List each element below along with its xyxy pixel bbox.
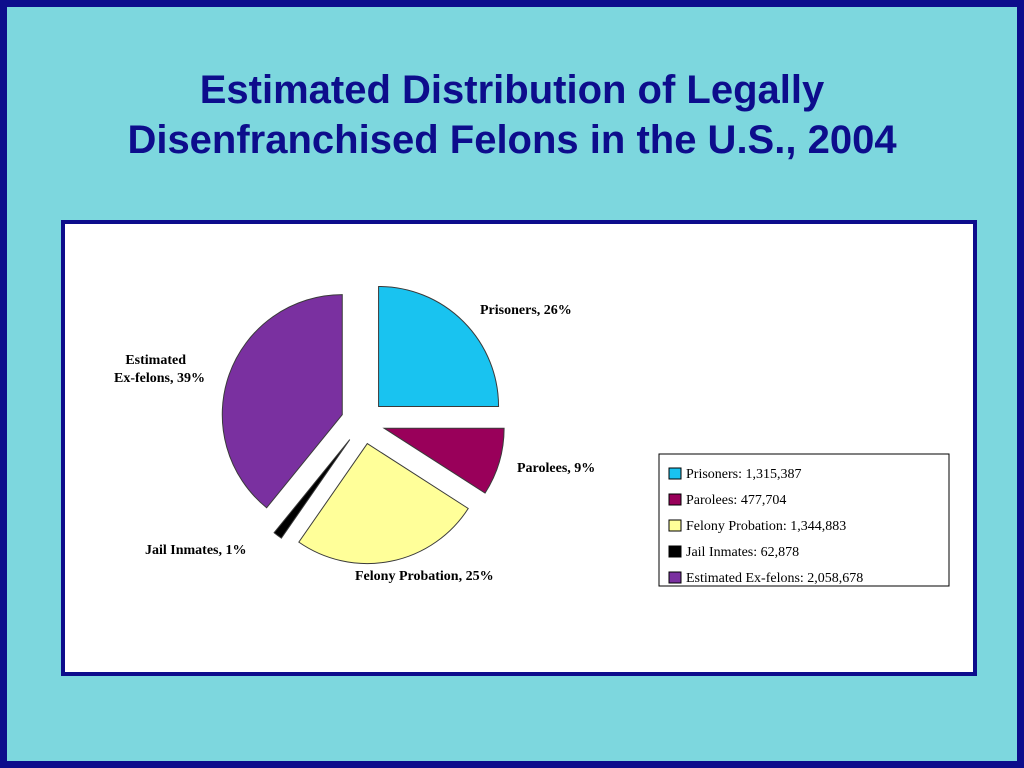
title-line-1: Estimated Distribution of Legally <box>199 68 825 112</box>
slide-title: Estimated Distribution of Legally Disenf… <box>37 65 987 165</box>
legend-swatch-ex-felons <box>668 571 682 584</box>
legend-swatch-parolees <box>668 493 682 506</box>
legend-swatch-felony-probation <box>668 519 682 532</box>
legend-entry-prisoners: Prisoners: 1,315,387 <box>686 467 802 482</box>
chart-frame: Prisoners, 26% Parolees, 9% Felony Probati… <box>61 220 977 676</box>
legend-swatch-prisoners <box>668 467 682 480</box>
pie-slice-ex-felons <box>221 294 343 509</box>
pie-slice-parolees <box>382 427 505 494</box>
legend-entry-jail-inmates: Jail Inmates: 62,878 <box>686 545 799 560</box>
slice-label-ex-felons: Estimated Ex-felons, 39% <box>114 353 205 386</box>
legend-entry-felony-probation: Felony Probation: 1,344,883 <box>686 519 846 534</box>
pie-slice-jail-inmates <box>273 439 351 539</box>
slice-label-felony-probation: Felony Probation, 25% <box>355 569 494 584</box>
legend-entry-parolees: Parolees: 477,704 <box>686 493 786 508</box>
slice-label-jail-inmates: Jail Inmates, 1% <box>145 543 247 558</box>
legend: Prisoners: 1,315,387 Parolees: 477,704 Fel… <box>658 453 950 587</box>
pie-chart: Prisoners, 26% Parolees, 9% Felony Probati… <box>114 285 950 587</box>
slice-label-prisoners: Prisoners, 26% <box>480 303 572 318</box>
slice-label-parolees: Parolees, 9% <box>517 461 595 476</box>
legend-box <box>658 453 950 587</box>
slice-label-line: Estimated <box>125 353 186 368</box>
legend-entry-ex-felons: Estimated Ex-felons: 2,058,678 <box>686 571 863 586</box>
pie-slice-felony-probation <box>298 442 469 565</box>
legend-swatch-jail-inmates <box>668 545 682 558</box>
pie-slice-prisoners <box>378 285 500 408</box>
title-line-2: Disenfranchised Felons in the U.S., 2004 <box>127 118 897 162</box>
pie-slices <box>221 285 505 565</box>
slice-label-line: Ex-felons, 39% <box>114 371 205 386</box>
